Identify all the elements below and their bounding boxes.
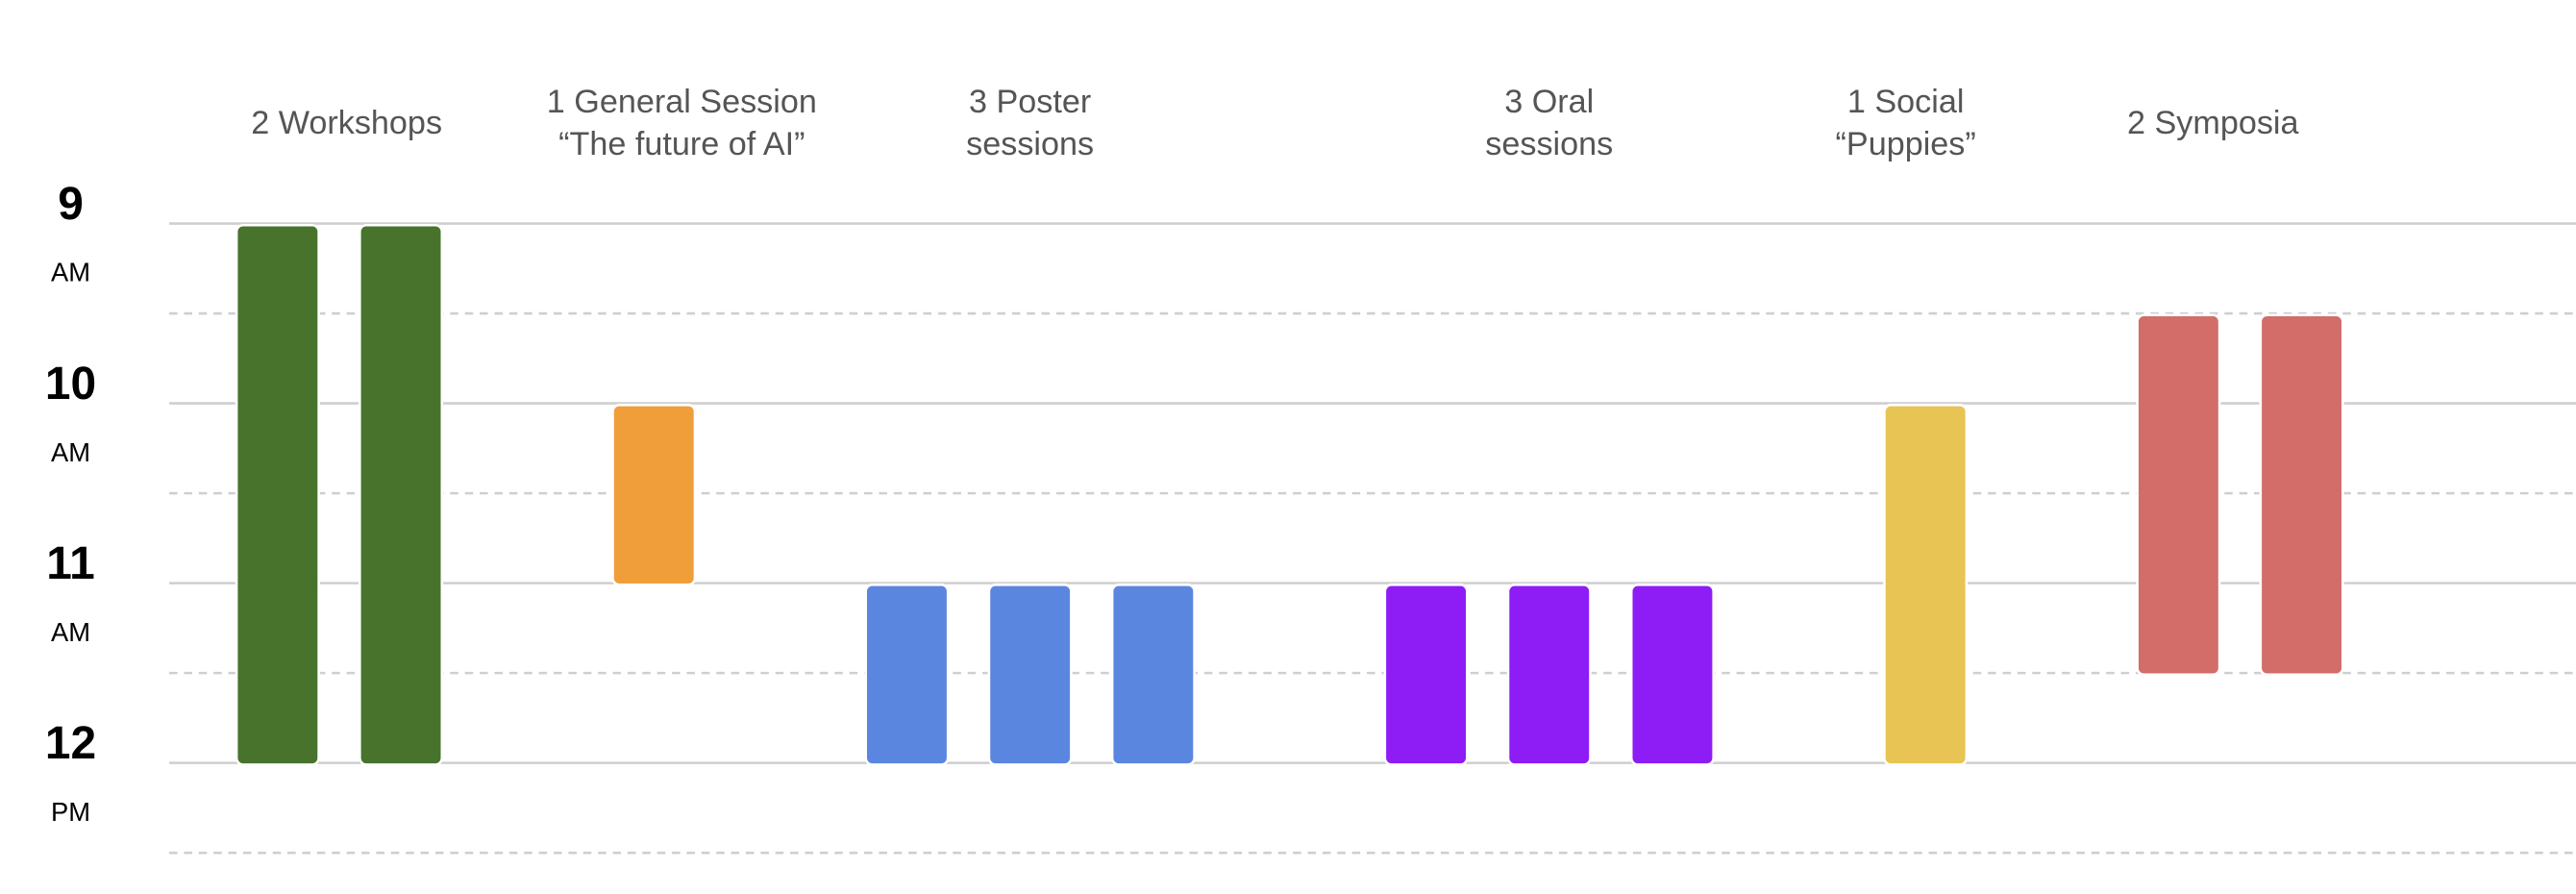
hour-label: 12 (45, 718, 96, 769)
event-label: 2 Symposia (2127, 105, 2299, 141)
session-bar (864, 584, 950, 766)
event-label: “The future of AI” (558, 126, 805, 162)
session-bar (1506, 584, 1592, 766)
event-label: 2 Workshops (251, 105, 442, 141)
session-bar (235, 223, 320, 766)
session-bar (2136, 313, 2221, 677)
session-bar (2259, 313, 2344, 677)
session-bar (611, 404, 697, 586)
session-bar (1629, 584, 1715, 766)
period-label: AM (51, 258, 90, 287)
hour-label: 11 (46, 538, 95, 589)
session-bar (1883, 404, 1969, 766)
session-bar (1383, 584, 1469, 766)
session-bar (1110, 584, 1196, 766)
event-label: 1 Social (1847, 84, 1965, 120)
hour-label: 10 (45, 359, 96, 410)
period-label: PM (51, 797, 90, 827)
event-label: “Puppies” (1836, 126, 1976, 162)
event-label: 3 Oral (1504, 84, 1594, 120)
period-label: AM (51, 437, 90, 467)
event-label: 3 Poster (969, 84, 1091, 120)
hour-label: 9 (58, 179, 84, 230)
event-label: sessions (1485, 126, 1613, 162)
session-bar (987, 584, 1073, 766)
event-label: sessions (966, 126, 1094, 162)
session-bar (359, 223, 444, 766)
period-label: AM (51, 617, 90, 647)
event-label: 1 General Session (547, 84, 817, 120)
